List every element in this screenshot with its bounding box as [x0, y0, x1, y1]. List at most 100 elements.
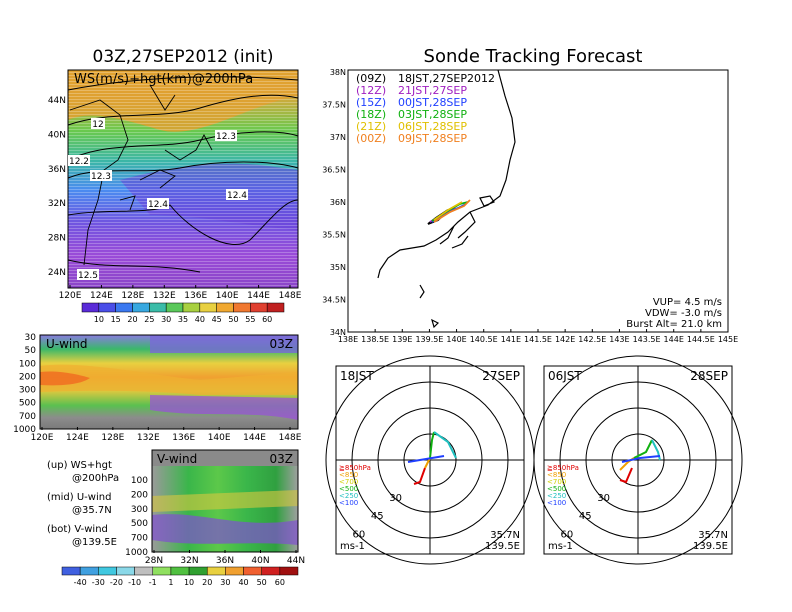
launch-time: 09JST,28SEP	[398, 132, 467, 145]
vwind-y-tick-label: 1000	[125, 548, 148, 558]
uv-colorbar-swatch	[61, 566, 81, 576]
uv-colorbar-label: -20	[110, 578, 123, 587]
uv-colorbar-swatch	[170, 566, 190, 576]
sonde-params: VUP= 4.5 m/s VDW= -3.0 m/s Burst Alt= 21…	[626, 297, 722, 330]
uwind-x-tick-label: 120E	[31, 433, 54, 443]
ws-colorbar-label: 15	[111, 315, 121, 324]
ws-colorbar-swatch	[81, 302, 100, 313]
hodo-ring	[533, 355, 743, 565]
track-00z	[433, 199, 471, 223]
uwind-x-tick-label: 144E	[243, 433, 266, 443]
launch-time: 00JST,28SEP	[398, 96, 467, 109]
uwind-field-patch	[40, 371, 90, 386]
track-x-tick-label: 138E	[338, 335, 358, 344]
uwind-y-tick-label: 30	[25, 333, 37, 343]
vwind-time: 03Z	[270, 452, 294, 466]
ws200-panel: WS(m/s)+hgt(km)@200hPa 12 12.2 12.3 12.3…	[48, 69, 302, 301]
hodo-level-label: ≧850hPa	[339, 464, 371, 472]
uv-colorbar-swatch	[225, 566, 244, 576]
uwind-x-tick-label: 132E	[137, 433, 160, 443]
track-y-tick-label: 35.5N	[322, 231, 346, 240]
hodo-ring-label: 45	[371, 511, 384, 522]
uv-colorbar-label: 60	[275, 578, 285, 587]
ws-colorbar-swatch	[165, 302, 184, 313]
ws-colorbar-label: 60	[262, 315, 272, 324]
ws-x-tick-label: 124E	[90, 291, 113, 301]
hodo-date: 28SEP	[690, 369, 728, 383]
hodo-unit: ms-1	[340, 541, 365, 552]
uv-colorbar-label: 1	[168, 578, 173, 587]
left-title: 03Z,27SEP2012 (init)	[93, 47, 274, 67]
uv-colorbar-swatch	[116, 566, 135, 576]
panel-frame	[67, 69, 299, 289]
hodo-time: 06JST	[548, 369, 582, 383]
contour-label: 12.4	[227, 191, 247, 201]
coastline	[377, 69, 516, 329]
right-title: Sonde Tracking Forecast	[424, 46, 643, 67]
uwind-field-patch	[150, 335, 298, 353]
uv-colorbar-label: -40	[74, 578, 87, 587]
uv-colorbar-swatch	[206, 566, 226, 576]
uv-colorbar-label: -30	[92, 578, 105, 587]
ws-colorbar-label: 10	[94, 315, 104, 324]
contour-label-box	[226, 189, 248, 200]
uwind-time: 03Z	[270, 337, 294, 351]
contour-label-group: 12 12.2 12.3 12.3 12.4 12.4 12.5	[68, 118, 248, 281]
track-x-tick-label: 140.5E	[470, 335, 498, 344]
launch-code: (15Z)	[356, 96, 386, 109]
launch-code: (18Z)	[356, 108, 386, 121]
uwind-label: U-wind	[46, 337, 87, 351]
ws-y-tick-label: 44N	[48, 96, 66, 106]
hodo-level-label: <250	[547, 492, 566, 500]
ws-y-tick-label: 24N	[48, 268, 66, 278]
track-y-tick-label: 34.5N	[322, 296, 346, 305]
track-y-tick-label: 38N	[330, 68, 346, 77]
param-burst: Burst Alt= 21.0 km	[626, 319, 722, 330]
uwind-x-tick-label: 124E	[66, 433, 89, 443]
uv-colorbar-label: -10	[128, 578, 141, 587]
hodo-trace	[619, 467, 633, 484]
vwind-field-patch	[152, 450, 298, 466]
track-x-tick-label: 145E	[718, 335, 738, 344]
hodo-trace	[621, 455, 661, 463]
track-map-bg	[348, 70, 728, 332]
hodo-level-label: <500	[339, 485, 358, 493]
hodo-level-label: <850	[339, 471, 358, 479]
uwind-field-patch	[150, 395, 298, 420]
uv-colorbar-swatch	[279, 566, 299, 576]
uwind-field-patch	[40, 364, 298, 395]
launch-code: (00Z)	[356, 132, 386, 145]
hodo-trace	[407, 455, 445, 463]
ws-colorbar: 10 15 20 25 30 35 40 45 50 55 60	[81, 302, 285, 324]
uwind-y-tick-label: 700	[19, 412, 36, 422]
hodo-ring-label: 30	[597, 493, 610, 504]
uv-colorbar-label: -1	[149, 578, 157, 587]
hodo-lat: 35.7N	[490, 530, 520, 541]
uv-colorbar-swatch	[79, 566, 99, 576]
coastline	[69, 84, 213, 266]
uv-colorbar-label: 50	[257, 578, 267, 587]
vwind-y-tick-label: 200	[131, 490, 148, 500]
hodo-ring-label: 60	[560, 530, 573, 541]
track-x-tick-label: 142.5E	[578, 335, 606, 344]
launch-code: (12Z)	[356, 84, 386, 97]
uwind-x-tick-label: 136E	[172, 433, 195, 443]
uwind-y-tick-label: 100	[19, 359, 36, 369]
param-vdw: VDW= -3.0 m/s	[645, 308, 722, 319]
vwind-x-tick-label: 36N	[216, 556, 234, 566]
ws-colorbar-label: 35	[178, 315, 188, 324]
hodo-level-label: <850	[547, 471, 566, 479]
track-x-tick-label: 141E	[501, 335, 521, 344]
vwind-label: V-wind	[157, 452, 197, 466]
ws-colorbar-swatch	[266, 302, 285, 313]
launch-time: 03JST,28SEP	[398, 108, 467, 121]
uv-colorbar: -40 -30 -20 -10 -1 1 10 20 30 40 50 60	[61, 566, 299, 587]
ws200-x-axis: 120E 124E 128E 132E 136E 140E 144E 148E	[59, 285, 302, 301]
hodo-lat: 35.7N	[698, 530, 728, 541]
ws-colorbar-swatch	[216, 302, 234, 313]
hodograph-1: 18JST 27SEP 30 45 60 ≧850hPa<850<700<500<250<…	[325, 355, 535, 565]
contour-label: 12.4	[148, 200, 168, 210]
height-contour	[67, 199, 299, 245]
track-21z	[433, 201, 463, 221]
